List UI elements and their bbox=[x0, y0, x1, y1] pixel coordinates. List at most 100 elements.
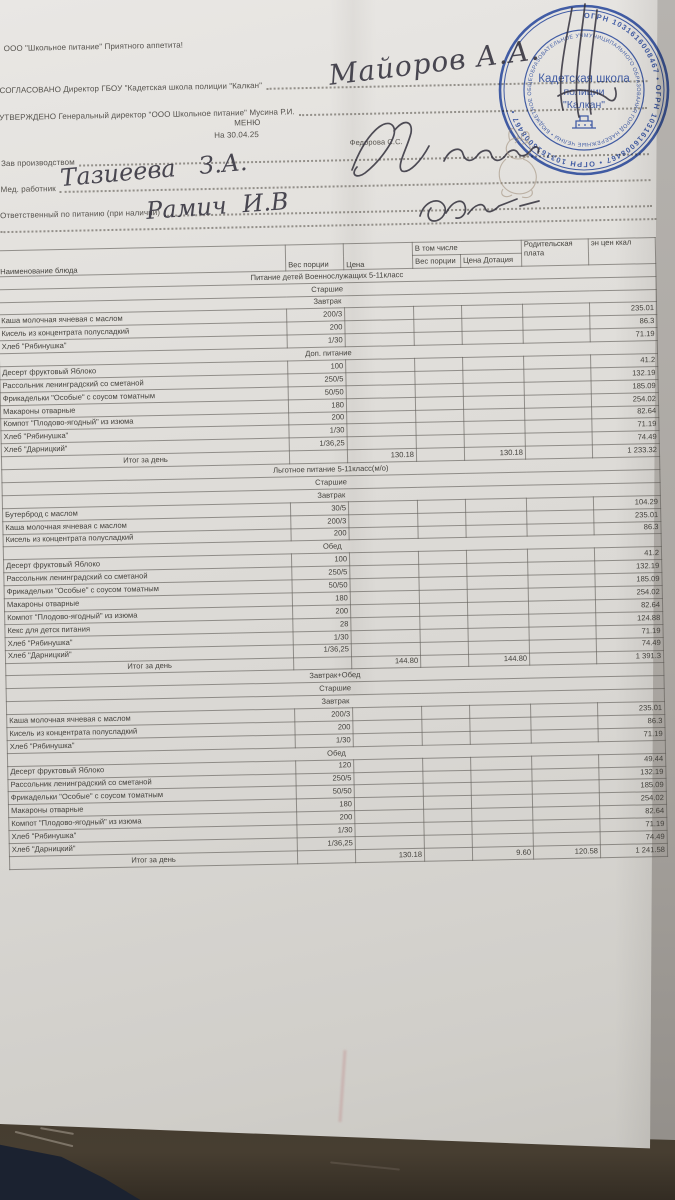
table-cell bbox=[471, 807, 533, 822]
table-cell bbox=[471, 820, 534, 835]
table-cell bbox=[424, 834, 473, 849]
table-cell: 1/30 bbox=[288, 424, 348, 439]
menu-title: МЕНЮ bbox=[234, 117, 261, 128]
col-header-parent-fee: Родительская плата bbox=[521, 238, 589, 267]
table-cell bbox=[414, 370, 464, 385]
table-cell bbox=[466, 549, 528, 564]
table-cell: 200/3 bbox=[294, 707, 353, 722]
table-cell: 28 bbox=[292, 617, 352, 632]
table-cell bbox=[413, 318, 463, 333]
table-cell: 1/30 bbox=[295, 733, 354, 748]
table-cell bbox=[421, 718, 471, 733]
table-cell: 100 bbox=[291, 553, 350, 568]
med-worker-label: Мед. работник bbox=[0, 184, 56, 195]
table-cell: 250/5 bbox=[287, 372, 347, 387]
table-header-row-1: Наименование блюда Вес порции Цена В том… bbox=[0, 237, 656, 277]
table-cell: 200/3 bbox=[290, 514, 349, 529]
table-cell bbox=[471, 781, 533, 796]
table-cell bbox=[464, 433, 526, 448]
table-cell: 250/5 bbox=[295, 772, 355, 787]
col-header-sub-portion: Вес порции bbox=[412, 254, 461, 269]
table-cell bbox=[467, 626, 530, 641]
table-cell bbox=[470, 729, 532, 745]
menu-table-body: Питание детей Военнослужащих 5-11класс Ст… bbox=[0, 263, 668, 870]
table-cell bbox=[467, 601, 529, 616]
table-cell bbox=[413, 305, 462, 320]
table-cell: 50/50 bbox=[288, 385, 347, 400]
table-cell bbox=[414, 357, 463, 372]
table-cell bbox=[463, 407, 525, 422]
table-cell bbox=[424, 847, 473, 862]
table-cell: 200 bbox=[296, 810, 355, 825]
table-cell: 1/36,25 bbox=[289, 437, 348, 452]
table-cell bbox=[297, 849, 356, 864]
table-cell: 120 bbox=[295, 759, 354, 774]
paper-sheet bbox=[0, 0, 658, 1149]
table-cell: 100 bbox=[287, 359, 346, 374]
table-cell bbox=[419, 628, 469, 642]
table-cell bbox=[422, 756, 471, 771]
table-cell: 200 bbox=[290, 527, 350, 542]
table-cell: 1/36,25 bbox=[293, 643, 352, 658]
table-cell: 50/50 bbox=[296, 785, 355, 800]
table-cell bbox=[418, 563, 467, 578]
table-cell bbox=[461, 304, 523, 319]
table-cell: 180 bbox=[296, 797, 355, 813]
table-cell bbox=[463, 382, 525, 397]
greeting-line: ООО "Школьное питание" Приятного аппетит… bbox=[4, 38, 304, 53]
table-cell bbox=[289, 450, 348, 465]
stamp-center-line1: Кадетская школа bbox=[538, 73, 630, 85]
table-cell bbox=[465, 523, 528, 538]
table-cell bbox=[293, 656, 352, 671]
stamp-building-icon bbox=[572, 115, 596, 129]
table-cell bbox=[415, 421, 465, 436]
table-cell bbox=[415, 396, 464, 410]
table-cell bbox=[472, 833, 534, 848]
agreed-label: СОГЛАСОВАНО Директор ГБОУ "Кадетская шко… bbox=[0, 80, 263, 96]
table-cell bbox=[462, 356, 524, 371]
table-cell: 250/5 bbox=[291, 566, 350, 581]
table-cell bbox=[416, 434, 465, 449]
table-cell bbox=[421, 705, 470, 720]
table-cell: 30/5 bbox=[290, 501, 349, 516]
table-cell bbox=[461, 317, 524, 332]
table-cell bbox=[417, 524, 467, 539]
stamp-center-line3: "Калкан" bbox=[563, 99, 605, 111]
table-cell: 120.58 bbox=[533, 844, 601, 859]
school-round-stamp: ОГРН 1031616008467 • ОГРН 1031616008467 … bbox=[496, 2, 670, 176]
col-header-kcal: эн цен ккал bbox=[588, 237, 656, 265]
menu-table: Наименование блюда Вес порции Цена В том… bbox=[0, 237, 668, 870]
table-cell: 1/36,25 bbox=[297, 836, 356, 851]
table-cell bbox=[465, 510, 527, 525]
table-cell bbox=[422, 769, 472, 784]
table-cell: 1/30 bbox=[287, 334, 346, 349]
table-cell bbox=[423, 808, 472, 823]
table-cell bbox=[418, 576, 468, 591]
table-cell bbox=[423, 795, 472, 810]
table-cell bbox=[415, 409, 464, 423]
table-cell: 1/30 bbox=[293, 630, 352, 645]
table-cell: 200/3 bbox=[286, 308, 345, 323]
table-cell bbox=[462, 330, 524, 345]
table-cell bbox=[417, 512, 466, 526]
table-cell: 144.80 bbox=[468, 652, 530, 667]
table-cell: 130.18 bbox=[355, 848, 425, 863]
table-cell: 180 bbox=[292, 591, 351, 606]
col-header-subsidy-price: Цена Дотация bbox=[460, 253, 522, 268]
prepared-by-line: Федорова С.С. bbox=[350, 137, 403, 147]
table-cell: 200 bbox=[286, 321, 346, 336]
table-cell bbox=[420, 640, 469, 655]
table-cell bbox=[415, 383, 464, 398]
table-cell bbox=[466, 562, 528, 577]
greeting-text: ООО "Школьное питание" Приятного аппетит… bbox=[3, 40, 184, 54]
table-cell bbox=[419, 615, 468, 630]
table-cell bbox=[417, 499, 466, 514]
table-cell bbox=[469, 717, 532, 732]
table-cell: 200 bbox=[294, 720, 354, 735]
table-cell bbox=[468, 639, 530, 654]
table-cell bbox=[416, 447, 465, 462]
menu-table-wrap: Наименование блюда Вес порции Цена В том… bbox=[0, 237, 668, 870]
table-cell bbox=[462, 369, 525, 384]
table-cell bbox=[463, 420, 526, 435]
